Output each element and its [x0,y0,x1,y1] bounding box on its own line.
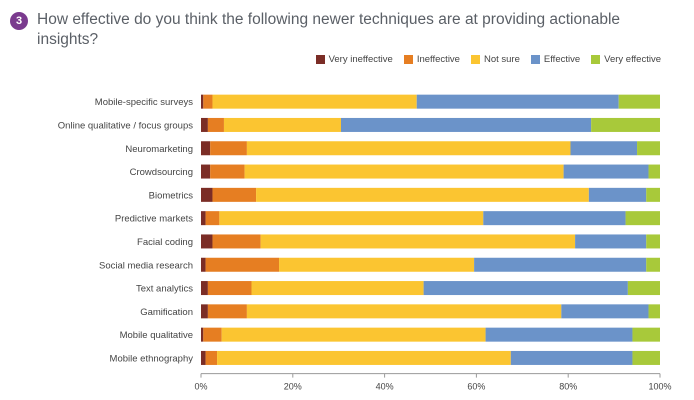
bar-biometrics-ineffective [212,187,257,202]
bar-crowdsourcing-effective [563,164,649,179]
bar-mobile-specific-surveys-very-ineffective [201,94,204,109]
bar-crowdsourcing-very-effective [648,164,660,179]
bar-facial-coding-ineffective [212,234,261,249]
bar-predictive-markets-very-ineffective [201,211,206,226]
bar-mobile-specific-surveys-ineffective [203,94,213,109]
bar-mobile-specific-surveys-effective [416,94,619,109]
bar-online-qualitative-focus-groups-not-sure [223,117,341,132]
category-label-facial-coding: Facial coding [137,237,193,248]
bar-facial-coding-very-ineffective [201,234,213,249]
bar-mobile-qualitative-very-ineffective [201,327,204,342]
bar-online-qualitative-focus-groups-very-effective [591,117,660,132]
bar-gamification-ineffective [207,304,247,319]
x-tick-label-5: 100% [648,382,671,392]
bar-mobile-ethnography-not-sure [217,350,511,365]
category-label-text-analytics: Text analytics [136,284,193,295]
bar-facial-coding-effective [575,234,647,249]
x-tick-label-4: 80% [559,382,577,392]
legend-swatch-very-ineffective [315,55,325,64]
legend-label-very-effective: Very effective [604,54,661,65]
bar-biometrics-very-effective [646,187,660,202]
bar-mobile-ethnography-ineffective [205,350,218,365]
legend-item-ineffective: Ineffective [403,54,460,65]
legend-item-very-effective: Very effective [591,54,661,65]
category-label-mobile-ethnography: Mobile ethnography [110,353,194,364]
bar-neuromarketing-very-ineffective [201,141,211,156]
legend-swatch-very-effective [591,55,601,64]
category-label-biometrics: Biometrics [149,190,194,201]
bar-neuromarketing-not-sure [246,141,571,156]
bar-text-analytics-effective [423,281,628,296]
bar-gamification-very-ineffective [201,304,208,319]
bar-biometrics-not-sure [256,187,589,202]
bar-crowdsourcing-very-ineffective [201,164,211,179]
question-title: How effective do you think the following… [37,11,621,48]
bar-text-analytics-not-sure [251,281,424,296]
bar-text-analytics-very-ineffective [201,281,208,296]
legend-label-ineffective: Ineffective [416,54,460,65]
bar-facial-coding-very-effective [646,234,660,249]
bar-mobile-qualitative-very-effective [632,327,660,342]
legend-item-very-ineffective: Very ineffective [315,54,393,65]
bar-gamification-not-sure [246,304,562,319]
x-tick-label-2: 40% [376,382,394,392]
chart-legend: Very ineffective Ineffective Not sure Effec… [315,54,661,65]
bar-crowdsourcing-ineffective [210,164,245,179]
bar-predictive-markets-effective [483,211,626,226]
bar-social-media-research-very-effective [646,257,660,272]
question-number-badge: 3 [10,12,28,30]
bar-mobile-qualitative-ineffective [203,327,222,342]
category-label-mobile-qualitative: Mobile qualitative [120,330,193,341]
legend-label-very-ineffective: Very ineffective [328,54,393,65]
bar-crowdsourcing-not-sure [244,164,564,179]
bar-mobile-ethnography-effective [510,350,633,365]
category-label-mobile-specific-surveys: Mobile-specific surveys [95,97,193,108]
bar-mobile-ethnography-very-ineffective [201,350,206,365]
bar-gamification-very-effective [648,304,660,319]
bar-neuromarketing-very-effective [637,141,660,156]
bar-social-media-research-effective [474,257,647,272]
legend-swatch-not-sure [470,55,480,64]
bar-facial-coding-not-sure [260,234,576,249]
legend-label-effective: Effective [543,54,581,65]
bar-text-analytics-ineffective [207,281,252,296]
question-header: 3 How effective do you think the followi… [10,10,680,58]
bar-biometrics-effective [588,187,647,202]
bar-social-media-research-very-ineffective [201,257,206,272]
category-label-social-media-research: Social media research [99,260,193,271]
category-label-gamification: Gamification [140,307,193,318]
x-tick-label-0: 0% [194,382,207,392]
x-tick-label-1: 20% [284,382,302,392]
legend-item-not-sure: Not sure [470,54,520,65]
legend-item-effective: Effective [530,54,581,65]
bar-biometrics-very-ineffective [201,187,213,202]
bar-mobile-qualitative-not-sure [221,327,486,342]
bar-online-qualitative-focus-groups-ineffective [207,117,224,132]
bar-mobile-specific-surveys-not-sure [212,94,417,109]
legend-label-not-sure: Not sure [483,54,520,65]
category-label-crowdsourcing: Crowdsourcing [130,167,193,178]
category-label-predictive-markets: Predictive markets [115,214,193,225]
bar-social-media-research-ineffective [205,257,280,272]
bar-predictive-markets-ineffective [205,211,220,226]
category-label-neuromarketing: Neuromarketing [125,144,193,155]
bar-social-media-research-not-sure [279,257,475,272]
bar-text-analytics-very-effective [627,281,660,296]
bar-mobile-qualitative-effective [485,327,633,342]
category-label-online-qualitative-focus-groups: Online qualitative / focus groups [58,120,193,131]
bar-online-qualitative-focus-groups-very-ineffective [201,117,208,132]
bar-neuromarketing-ineffective [210,141,247,156]
bar-mobile-specific-surveys-very-effective [618,94,660,109]
legend-swatch-ineffective [403,55,413,64]
bar-gamification-effective [561,304,649,319]
legend-swatch-effective [530,55,540,64]
x-tick-label-3: 60% [467,382,485,392]
bar-online-qualitative-focus-groups-effective [340,117,592,132]
bar-mobile-ethnography-very-effective [632,350,660,365]
bar-predictive-markets-not-sure [219,211,484,226]
bar-neuromarketing-effective [570,141,638,156]
bar-predictive-markets-very-effective [625,211,660,226]
